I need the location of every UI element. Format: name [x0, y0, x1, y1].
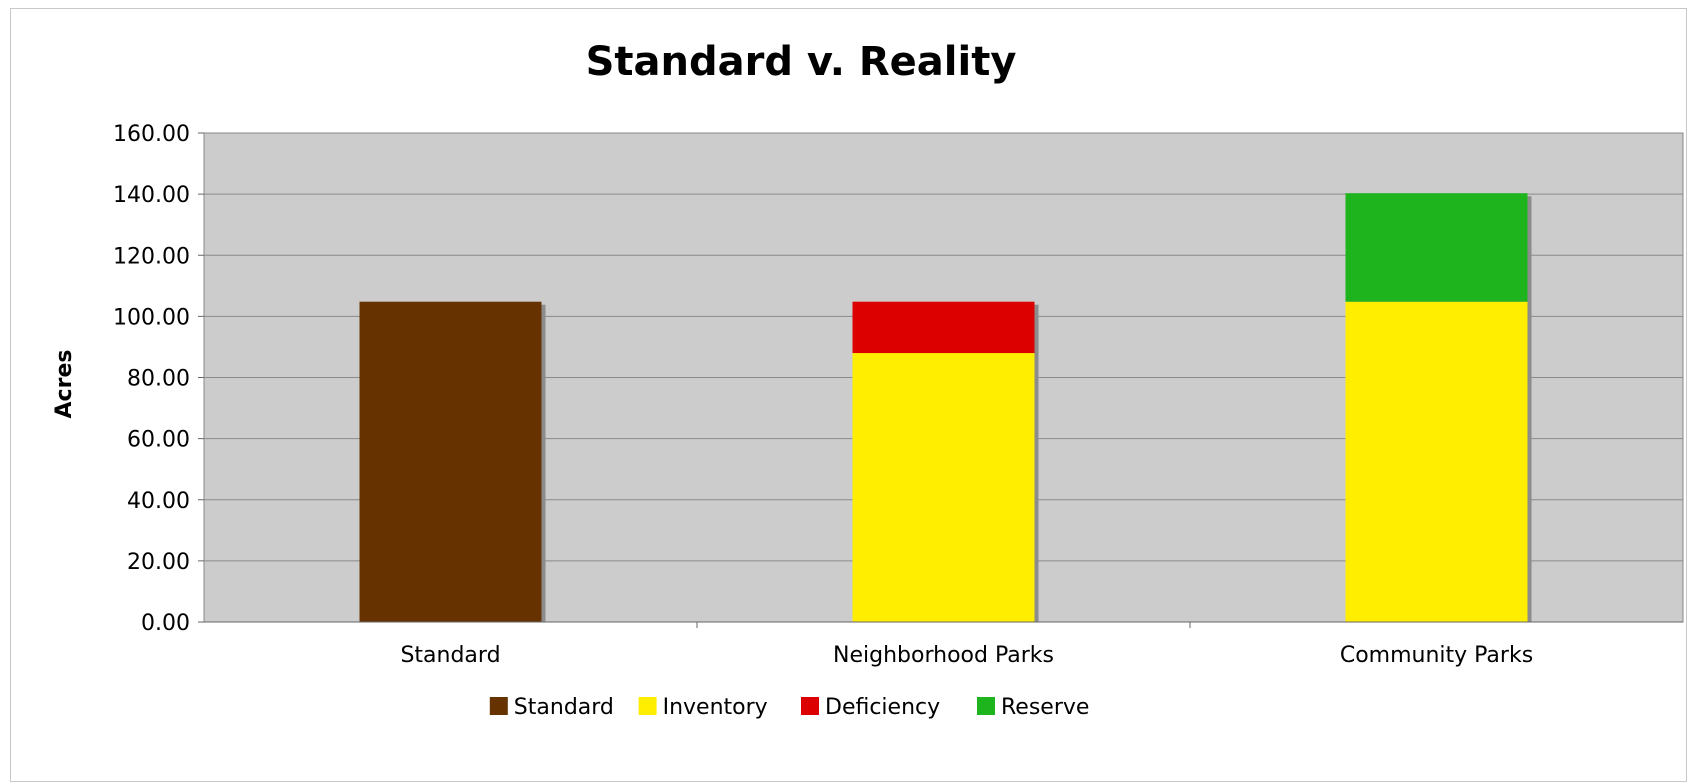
legend-label-inventory: Inventory — [663, 695, 768, 720]
bar-segment-inventory — [1345, 301, 1528, 622]
legend-swatch-standard — [489, 697, 508, 715]
legend-label-standard: Standard — [514, 695, 614, 720]
x-tick-label: Standard — [400, 643, 500, 668]
y-tick-label: 100.00 — [113, 305, 190, 330]
y-tick-label: 160.00 — [113, 122, 190, 147]
plot-area — [203, 132, 1684, 623]
bar-chart: Standard v. Reality 0.00 20.00 40.00 60.00 8… — [52, 39, 1684, 720]
y-tick-label: 20.00 — [127, 550, 190, 575]
y-tick-label: 60.00 — [127, 428, 190, 453]
bar-segment-deficiency — [852, 301, 1035, 354]
x-axis: Standard Neighborhood Parks Community Park… — [204, 621, 1683, 668]
chart-frame: Standard v. Reality 0.00 20.00 40.00 60.00 8… — [10, 8, 1687, 782]
legend: Standard Inventory Deficiency Reserve — [489, 695, 1089, 720]
chart-title: Standard v. Reality — [586, 39, 1017, 85]
y-tick-label: 80.00 — [127, 367, 190, 392]
bar-segment-inventory — [852, 353, 1035, 622]
y-tick-label: 140.00 — [113, 183, 190, 208]
y-axis: 0.00 20.00 40.00 60.00 80.00 100.00 120.00 140.… — [113, 122, 204, 636]
legend-label-reserve: Reserve — [1001, 695, 1089, 720]
y-tick-label: 40.00 — [127, 489, 190, 514]
x-tick-label: Neighborhood Parks — [833, 643, 1054, 668]
bar-segment-standard — [359, 301, 542, 622]
y-tick-label: 0.00 — [141, 611, 190, 636]
bar-segment-reserve — [1345, 193, 1528, 302]
legend-swatch-deficiency — [801, 697, 819, 715]
y-axis-label: Acres — [52, 350, 77, 419]
y-tick-label: 120.00 — [113, 244, 190, 269]
x-tick-label: Community Parks — [1340, 643, 1533, 668]
legend-swatch-inventory — [638, 697, 657, 715]
legend-swatch-reserve — [977, 697, 995, 715]
legend-label-deficiency: Deficiency — [825, 695, 940, 720]
